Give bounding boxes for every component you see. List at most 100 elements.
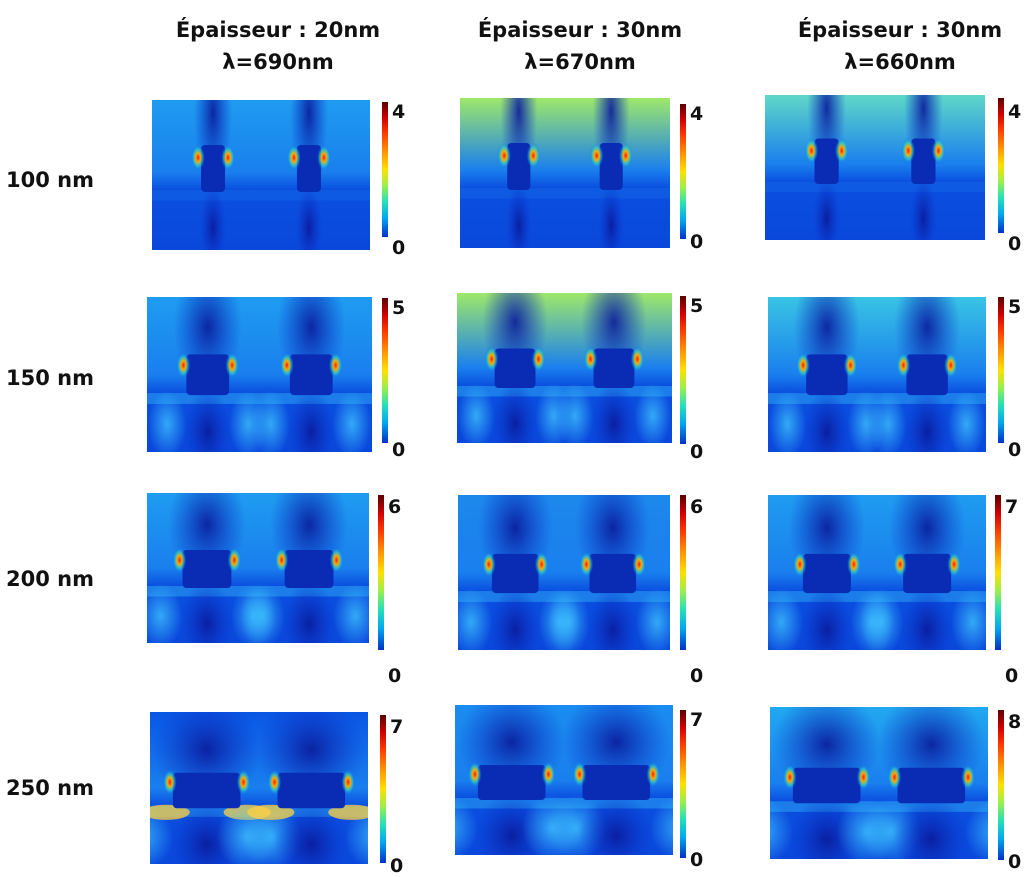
colorbar-min-200nm-col2: 0 xyxy=(690,665,704,687)
colorbar-max-150nm-col3: 5 xyxy=(1008,296,1022,318)
field-map-graphic xyxy=(765,95,985,240)
field-map-150nm-col2 xyxy=(457,293,672,443)
column-header-2: Épaisseur : 30nm λ=670nm xyxy=(460,14,700,78)
nanoparticle xyxy=(599,143,623,190)
field-map-graphic xyxy=(152,100,370,250)
field-map-100nm-col2 xyxy=(460,98,670,248)
column-header-1-wavelength: λ=690nm xyxy=(222,50,334,74)
nanoparticle xyxy=(494,348,536,388)
nanoparticle xyxy=(593,348,635,388)
field-map-graphic xyxy=(147,297,372,452)
colorbar-max-100nm-col2: 4 xyxy=(690,103,704,125)
field-map-graphic xyxy=(768,495,986,650)
colorbar-min-200nm-col3: 0 xyxy=(1005,665,1019,687)
row-label-200nm: 200 nm xyxy=(6,567,94,591)
field-map-graphic xyxy=(768,297,986,452)
colorbar-min-100nm-col2: 0 xyxy=(690,231,704,253)
column-header-1-thickness: Épaisseur : 20nm xyxy=(175,18,381,42)
field-map-250nm-col1 xyxy=(150,712,368,864)
column-header-2-wavelength: λ=670nm xyxy=(524,50,636,74)
colorbar-100nm-col1 xyxy=(382,102,388,237)
colorbar-max-250nm-col2: 7 xyxy=(690,709,704,731)
colorbar-min-200nm-col1: 0 xyxy=(388,665,402,687)
nanoparticle xyxy=(814,138,839,184)
colorbar-200nm-col3 xyxy=(995,495,1001,650)
field-map-graphic xyxy=(147,493,369,643)
field-map-250nm-col2 xyxy=(455,705,673,855)
nanoparticle xyxy=(186,354,230,396)
field-map-graphic xyxy=(150,712,368,864)
field-map-150nm-col3 xyxy=(768,297,986,452)
nanoparticle xyxy=(289,354,333,396)
colorbar-min-100nm-col3: 0 xyxy=(1008,233,1022,255)
field-map-200nm-col2 xyxy=(458,495,670,650)
field-map-250nm-col3 xyxy=(770,707,988,859)
colorbar-max-100nm-col1: 4 xyxy=(392,101,406,123)
field-map-200nm-col1 xyxy=(147,493,369,643)
colorbar-min-150nm-col3: 0 xyxy=(1008,439,1022,461)
colorbar-200nm-col2 xyxy=(680,495,686,650)
nanoparticle xyxy=(277,772,346,809)
colorbar-100nm-col3 xyxy=(998,98,1004,233)
field-map-graphic xyxy=(458,495,670,650)
field-map-graphic xyxy=(460,98,670,248)
colorbar-200nm-col1 xyxy=(378,495,384,650)
colorbar-max-200nm-col2: 6 xyxy=(690,496,704,518)
colorbar-150nm-col3 xyxy=(998,297,1004,443)
field-map-graphic xyxy=(457,293,672,443)
row-label-100nm: 100 nm xyxy=(6,168,94,192)
field-map-100nm-col1 xyxy=(152,100,370,250)
colorbar-150nm-col1 xyxy=(382,298,388,443)
row-label-150nm: 150 nm xyxy=(6,366,94,390)
field-map-graphic xyxy=(455,705,673,855)
nanoparticle xyxy=(507,143,531,190)
colorbar-max-200nm-col3: 7 xyxy=(1005,496,1019,518)
field-map-150nm-col1 xyxy=(147,297,372,452)
colorbar-max-250nm-col3: 8 xyxy=(1008,711,1022,733)
colorbar-min-250nm-col3: 0 xyxy=(1008,851,1022,873)
colorbar-250nm-col2 xyxy=(680,710,686,858)
nanoparticle xyxy=(296,145,321,192)
colorbar-max-100nm-col3: 4 xyxy=(1008,101,1022,123)
nanoparticle xyxy=(582,765,651,800)
colorbar-min-150nm-col2: 0 xyxy=(690,441,704,463)
colorbar-max-250nm-col1: 7 xyxy=(390,716,404,738)
nanoparticle xyxy=(284,550,334,588)
field-background xyxy=(765,95,985,240)
colorbar-max-150nm-col2: 5 xyxy=(690,295,704,317)
colorbar-min-100nm-col1: 0 xyxy=(392,237,406,259)
field-background xyxy=(152,100,370,250)
field-background xyxy=(460,98,670,248)
colorbar-max-200nm-col1: 6 xyxy=(388,496,402,518)
nanoparticle xyxy=(491,553,539,594)
colorbar-250nm-col1 xyxy=(380,715,386,863)
colorbar-min-150nm-col1: 0 xyxy=(392,439,406,461)
colorbar-150nm-col2 xyxy=(680,296,686,444)
nanoparticle xyxy=(182,550,232,588)
nanoparticle xyxy=(806,354,848,396)
colorbar-min-250nm-col2: 0 xyxy=(690,849,704,871)
field-map-graphic xyxy=(770,707,988,859)
nanoparticle xyxy=(906,354,948,396)
nanoparticle xyxy=(792,767,861,804)
column-header-2-thickness: Épaisseur : 30nm xyxy=(477,18,683,42)
column-header-1: Épaisseur : 20nm λ=690nm xyxy=(158,14,398,78)
row-label-250nm: 250 nm xyxy=(6,776,94,800)
nanoparticle xyxy=(477,765,546,800)
colorbar-max-150nm-col1: 5 xyxy=(392,297,406,319)
nanoparticle xyxy=(911,138,936,184)
column-header-3: Épaisseur : 30nm λ=660nm xyxy=(780,14,1020,78)
colorbar-250nm-col3 xyxy=(998,710,1004,860)
nanoparticle xyxy=(172,772,241,809)
colorbar-100nm-col2 xyxy=(680,104,686,239)
field-map-100nm-col3 xyxy=(765,95,985,240)
nanoparticle xyxy=(897,767,966,804)
nanoparticle xyxy=(201,145,226,192)
nanoparticle xyxy=(589,553,637,594)
field-map-200nm-col3 xyxy=(768,495,986,650)
column-header-3-thickness: Épaisseur : 30nm xyxy=(797,18,1003,42)
colorbar-min-250nm-col1: 0 xyxy=(390,855,404,877)
column-header-3-wavelength: λ=660nm xyxy=(844,50,956,74)
nanoparticle xyxy=(903,553,952,594)
nanoparticle xyxy=(802,553,851,594)
